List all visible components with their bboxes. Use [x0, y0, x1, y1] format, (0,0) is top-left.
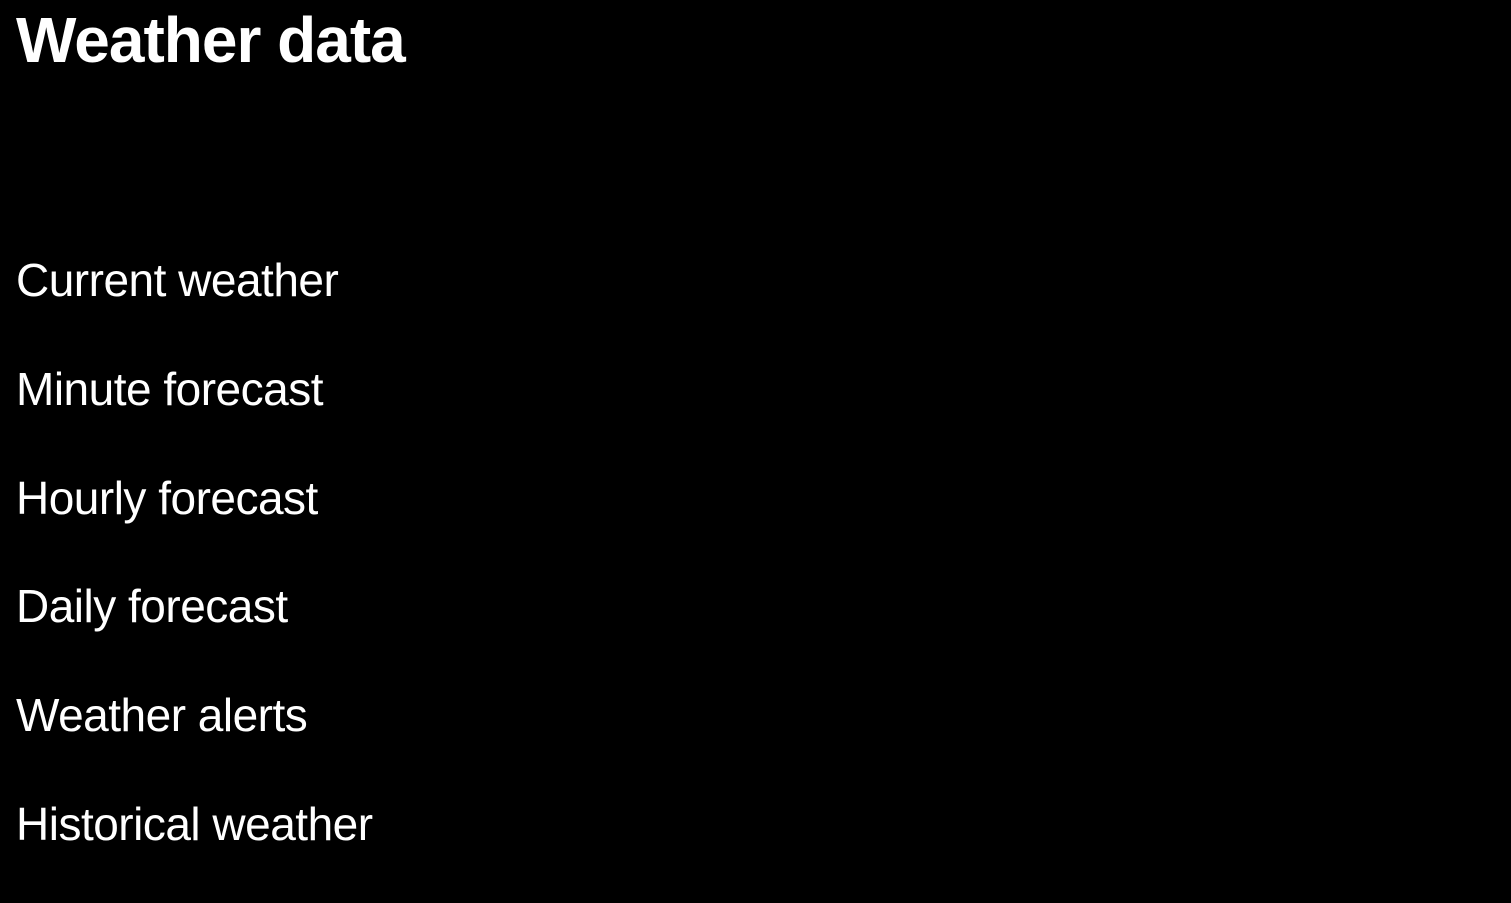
- topic-item-hourly-forecast: Hourly forecast: [16, 471, 318, 524]
- topic-item-weather-alerts: Weather alerts: [16, 689, 308, 742]
- topic-item-current-weather: Current weather: [16, 254, 339, 306]
- topic-item-historical-weather: Historical weather: [16, 797, 373, 850]
- slide-title: Weather data: [16, 4, 406, 76]
- topic-item-daily-forecast: Daily forecast: [16, 580, 288, 633]
- topic-item-minute-forecast: Minute forecast: [16, 362, 323, 415]
- topic-list: Current weather Minute forecast Hourly f…: [16, 250, 373, 903]
